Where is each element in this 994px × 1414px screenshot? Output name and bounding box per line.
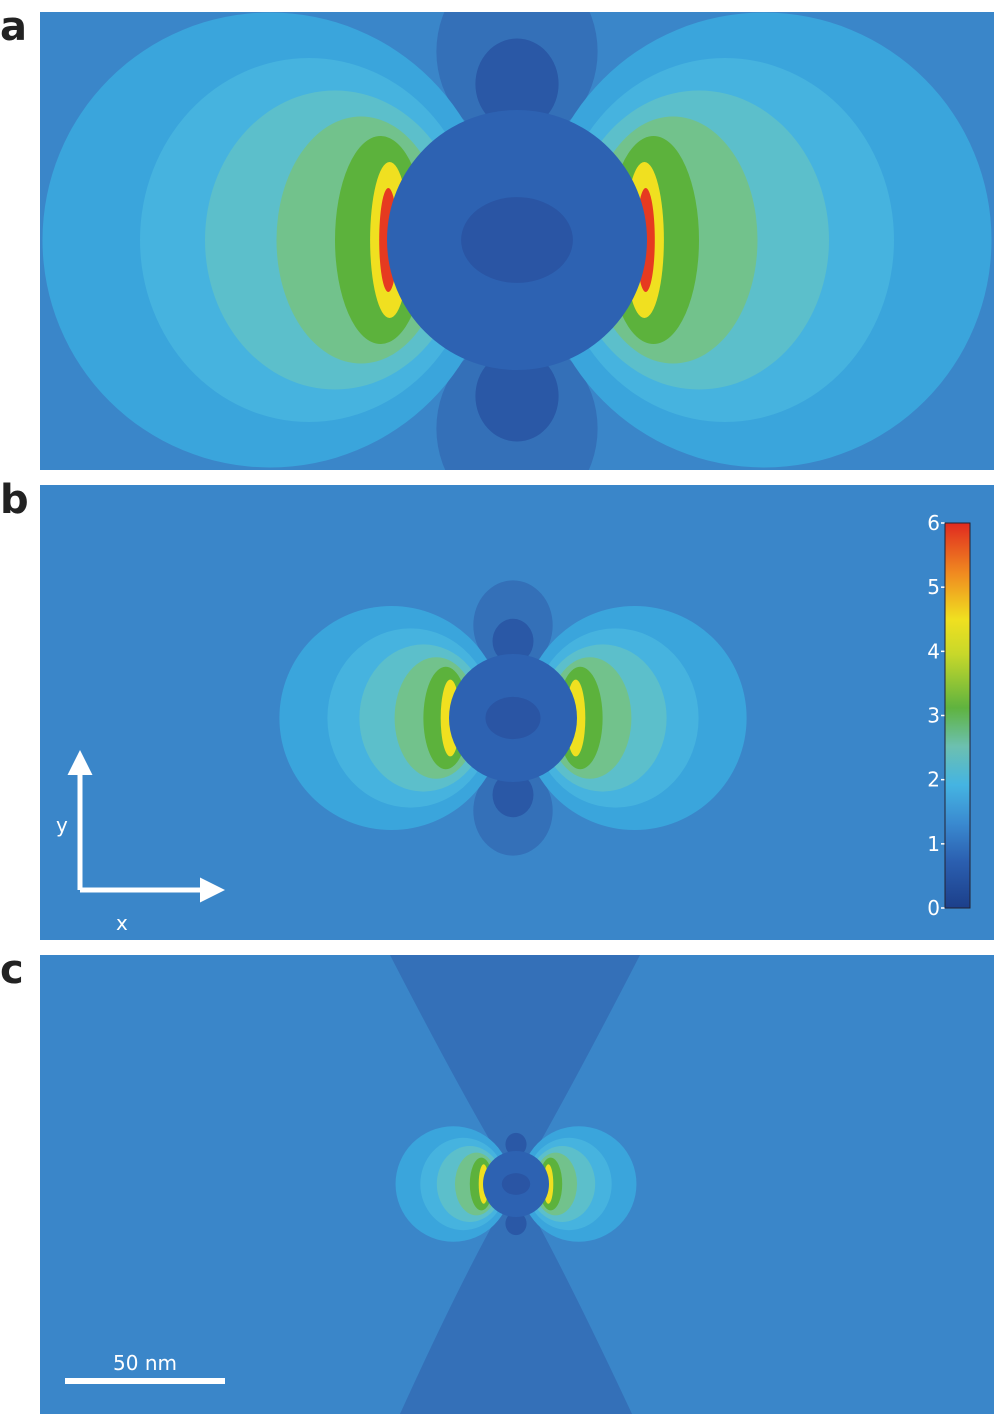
dark-lobe bbox=[505, 1212, 527, 1236]
colorbar-tick-label: 4 bbox=[927, 639, 940, 663]
panel-label: c bbox=[0, 947, 24, 993]
scale-bar-label: 50 nm bbox=[113, 1351, 177, 1375]
colorbar-tick-label: 3 bbox=[927, 704, 940, 728]
dark-lobe bbox=[505, 1132, 527, 1156]
particle-core bbox=[485, 696, 541, 740]
particle-core bbox=[501, 1173, 531, 1195]
colorbar bbox=[944, 522, 971, 909]
dark-lobe bbox=[475, 350, 559, 442]
overlay: y x 50 nm bbox=[56, 522, 971, 1384]
colorbar-tick-label: 1 bbox=[927, 832, 940, 856]
cone bbox=[390, 955, 640, 1184]
x-axis-label: x bbox=[116, 911, 128, 935]
cone bbox=[400, 1184, 632, 1414]
panel-label: b bbox=[0, 477, 29, 523]
field-map bbox=[40, 485, 994, 940]
field-map bbox=[40, 955, 994, 1414]
panel-label: a bbox=[0, 4, 27, 50]
particle-core bbox=[461, 197, 573, 283]
dark-lobe bbox=[492, 772, 534, 818]
field-map bbox=[40, 12, 994, 470]
dark-lobe bbox=[492, 618, 534, 664]
panels bbox=[40, 12, 994, 1414]
colorbar-tick-label: 6 bbox=[927, 511, 940, 535]
colorbar-tick-label: 2 bbox=[927, 768, 940, 792]
colorbar-tick-label: 0 bbox=[927, 896, 940, 920]
dark-lobe bbox=[475, 38, 559, 130]
colorbar-tick-label: 5 bbox=[927, 575, 940, 599]
y-axis-label: y bbox=[56, 813, 68, 837]
